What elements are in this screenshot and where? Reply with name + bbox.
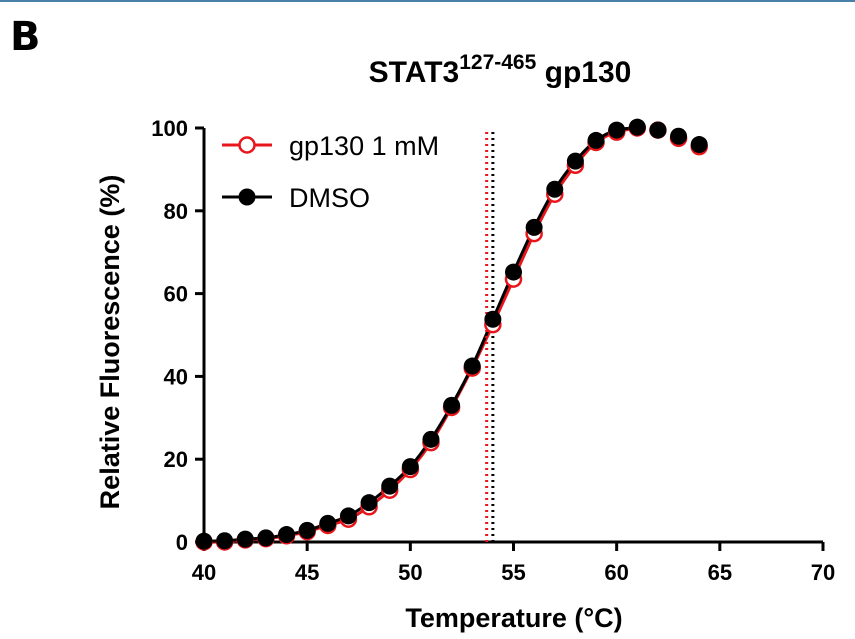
data-point-dmso	[195, 532, 213, 550]
x-tick-label: 40	[192, 560, 216, 585]
legend: gp130 1 mM DMSO	[222, 131, 439, 213]
data-point-dmso	[628, 118, 646, 136]
data-markers	[195, 118, 708, 551]
data-point-dmso	[422, 430, 440, 448]
y-axis-title: Relative Fluorescence (%)	[95, 175, 125, 510]
top-border	[0, 0, 855, 2]
fit-curve-gp130	[203, 126, 638, 544]
y-tick-label: 40	[164, 364, 188, 389]
axes: 40 45 50 55 60 65 70 0 20 40 60 80 100	[151, 116, 835, 585]
legend-label: DMSO	[289, 183, 370, 213]
legend-marker	[238, 188, 256, 206]
legend-label: gp130 1 mM	[289, 131, 439, 161]
data-point-dmso	[401, 458, 419, 476]
data-point-dmso	[463, 357, 481, 375]
data-point-dmso	[608, 121, 626, 139]
legend-marker	[238, 136, 256, 154]
data-point-dmso	[649, 121, 667, 139]
chart-title-main: STAT3	[369, 56, 460, 89]
data-point-dmso	[690, 136, 708, 154]
data-point-dmso	[443, 396, 461, 414]
panel-label: B	[10, 14, 41, 60]
data-point-dmso	[381, 477, 399, 495]
data-point-dmso	[484, 310, 502, 328]
data-point-dmso	[339, 507, 357, 525]
x-axis-title: Temperature (°C)	[405, 603, 622, 633]
x-tick-label: 55	[501, 560, 525, 585]
data-point-dmso	[298, 521, 316, 539]
data-point-dmso	[216, 532, 234, 550]
data-point-dmso	[670, 127, 688, 145]
x-tick-label: 60	[604, 560, 628, 585]
data-point-dmso	[566, 152, 584, 170]
y-tick-label: 20	[164, 447, 188, 472]
data-point-dmso	[546, 180, 564, 198]
data-point-dmso	[236, 530, 254, 548]
data-point-dmso	[278, 526, 296, 544]
data-point-dmso	[587, 131, 605, 149]
chart-title-suffix: gp130	[536, 56, 631, 89]
y-tick-label: 60	[164, 282, 188, 307]
chart-title-superscript: 127-465	[459, 51, 536, 74]
y-tick-label: 0	[176, 530, 188, 555]
fit-curve-dmso	[203, 126, 638, 543]
data-point-dmso	[257, 529, 275, 547]
data-point-dmso	[525, 218, 543, 236]
y-tick-label: 100	[151, 116, 188, 141]
x-tick-label: 45	[295, 560, 319, 585]
x-tick-label: 50	[398, 560, 422, 585]
data-point-dmso	[505, 263, 522, 281]
data-point-dmso	[319, 514, 337, 532]
x-tick-label: 65	[708, 560, 732, 585]
y-tick-label: 80	[164, 199, 188, 224]
x-tick-label: 70	[811, 560, 835, 585]
data-point-dmso	[360, 494, 378, 512]
fit-curves	[203, 126, 638, 544]
chart-title: STAT3127-465 gp130	[369, 51, 632, 89]
